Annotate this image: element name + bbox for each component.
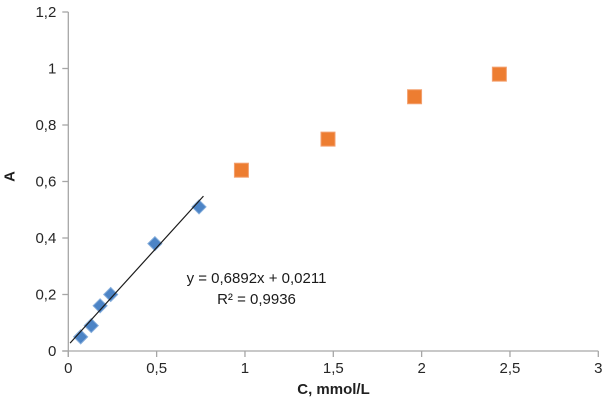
y-tick-label: 1,2	[35, 4, 56, 21]
r-squared-label: R² = 0,9936	[217, 291, 296, 308]
y-axis-title: A	[1, 171, 19, 182]
x-tick-label: 0	[64, 360, 72, 377]
trendline-annotation: y = 0,6892x + 0,0211 R² = 0,9936	[146, 268, 367, 310]
x-tick-label: 3	[594, 360, 602, 377]
data-point-saturation-range	[407, 89, 423, 105]
y-tick-label: 0,2	[35, 287, 56, 304]
data-point-linear-range	[72, 329, 89, 345]
x-tick-label: 1	[241, 360, 249, 377]
x-tick-label: 2	[417, 360, 425, 377]
data-point-saturation-range	[320, 131, 336, 147]
data-point-saturation-range	[491, 66, 507, 82]
data-point-linear-range	[147, 235, 163, 252]
data-point-saturation-range	[233, 162, 249, 178]
y-tick-label: 0,8	[35, 117, 56, 134]
y-tick-label: 0	[48, 343, 56, 360]
y-tick-label: 0,6	[35, 174, 56, 191]
data-point-linear-range	[191, 199, 207, 215]
trendline-equation: y = 0,6892x + 0,0211	[186, 270, 327, 287]
data-point-linear-range	[102, 286, 119, 303]
x-axis-title: C, mmol/L	[297, 381, 370, 398]
x-tick-label: 0,5	[146, 360, 167, 377]
data-point-linear-range	[92, 298, 108, 314]
trendline	[69, 195, 204, 344]
y-tick-label: 0,4	[35, 230, 56, 247]
data-point-linear-range	[83, 317, 99, 334]
y-tick-label: 1	[48, 61, 56, 78]
x-tick-label: 2,5	[500, 360, 521, 377]
x-tick-label: 1,5	[323, 360, 344, 377]
